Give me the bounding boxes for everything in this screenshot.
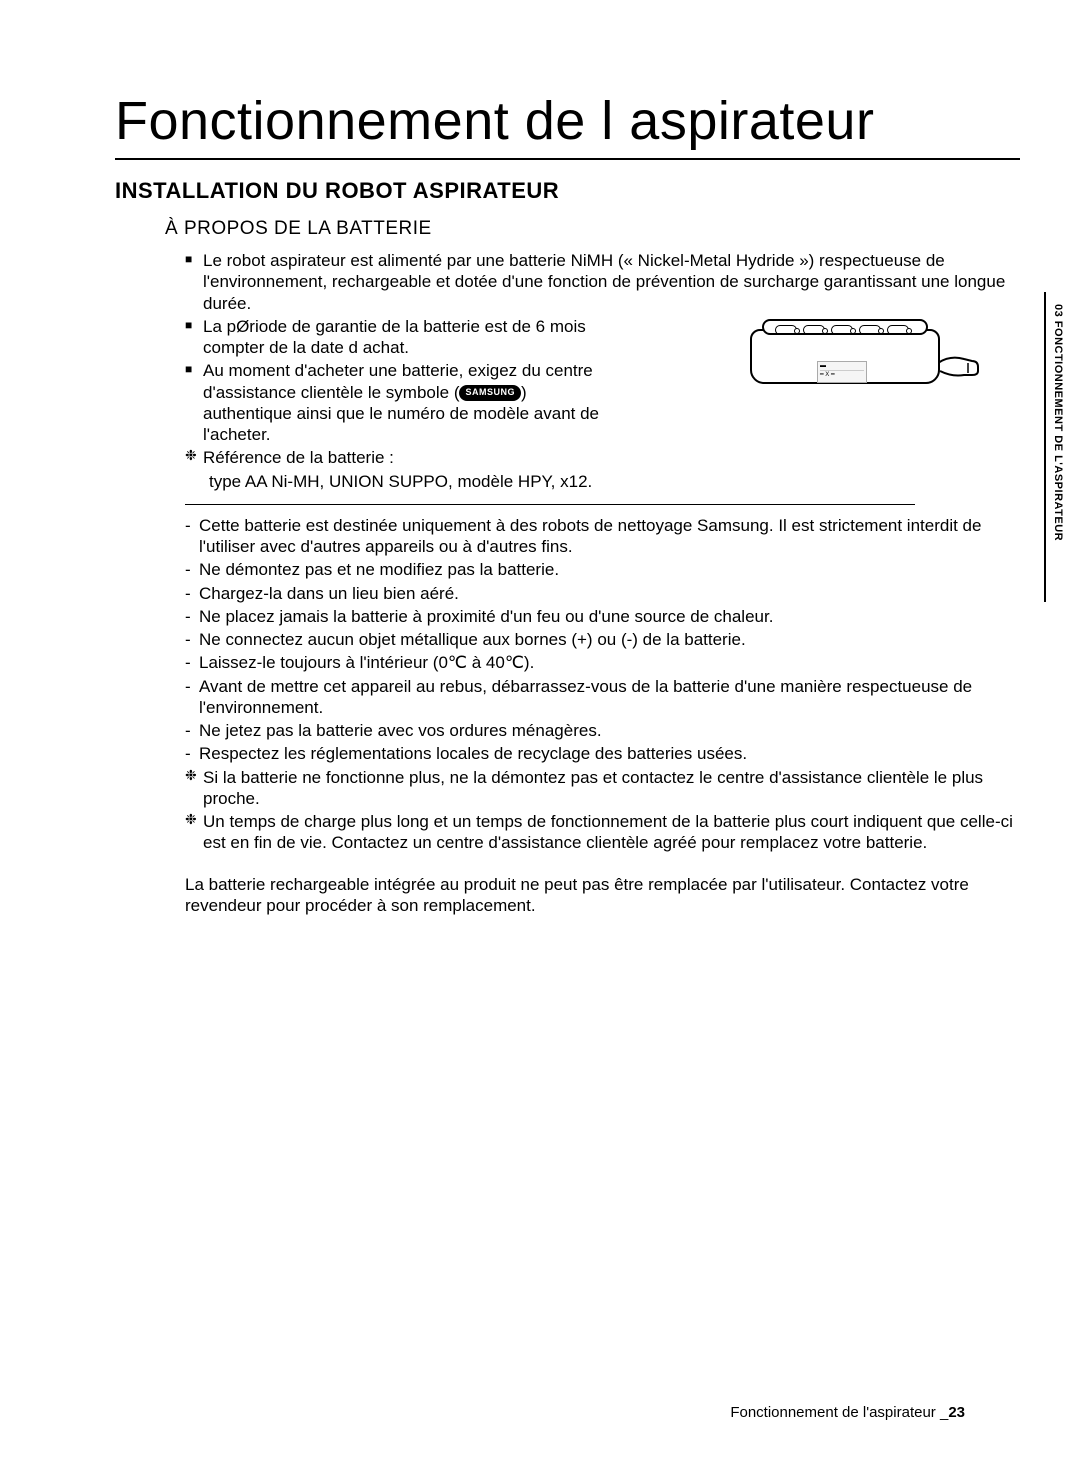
- page-title: Fonctionnement de l aspirateur: [115, 90, 1020, 160]
- dash-item: Ne connectez aucun objet métallique aux …: [185, 629, 1020, 650]
- dash-item: Laissez-le toujours à l'intérieur (0℃ à …: [185, 652, 1020, 673]
- battery-cells: [772, 322, 912, 340]
- dash-item: Avant de mettre cet appareil au rebus, d…: [185, 676, 1020, 719]
- side-tab-text: 03 FONCTIONNEMENT DE L'ASPIRATEUR: [1052, 304, 1064, 541]
- dash-item: Ne jetez pas la batterie avec vos ordure…: [185, 720, 1020, 741]
- dash-item: Respectez les réglementations locales de…: [185, 743, 1020, 764]
- samsung-badge: SAMSUNG: [459, 385, 521, 400]
- battery-top: [762, 319, 928, 335]
- bullet-item: Le robot aspirateur est alimenté par une…: [185, 250, 1020, 314]
- divider: [185, 504, 915, 505]
- star-sub-text: type AA Ni-MH, UNION SUPPO, modèle HPY, …: [185, 471, 1020, 492]
- dash-item: Ne démontez pas et ne modifiez pas la ba…: [185, 559, 1020, 580]
- battery-label: ▬ ━ X ━: [817, 361, 867, 383]
- footer-page-number: 23: [948, 1404, 965, 1421]
- section-heading: INSTALLATION DU ROBOT ASPIRATEUR: [115, 178, 1020, 204]
- dash-item: Cette batterie est destinée uniquement à…: [185, 515, 1020, 558]
- footer: Fonctionnement de l'aspirateur _23: [730, 1404, 965, 1421]
- bullet-item: Au moment d'acheter une batterie, exigez…: [185, 360, 605, 445]
- side-tab-line: [1044, 292, 1046, 602]
- battery-diagram: ▬ ━ X ━: [750, 319, 980, 394]
- bullet-text-pre: Au moment d'acheter une batterie, exigez…: [203, 361, 593, 401]
- footer-text: Fonctionnement de l'aspirateur _: [730, 1404, 948, 1421]
- battery-handle-icon: [938, 353, 980, 379]
- side-tab: 03 FONCTIONNEMENT DE L'ASPIRATEUR: [1044, 292, 1080, 602]
- dash-item: Chargez-la dans un lieu bien aéré.: [185, 583, 1020, 604]
- paragraph: La batterie rechargeable intégrée au pro…: [185, 874, 1020, 917]
- bullet-item: La pØriode de garantie de la batterie es…: [185, 316, 605, 359]
- subsection-heading: À PROPOS DE LA BATTERIE: [165, 218, 1020, 240]
- star-item: Référence de la batterie :: [185, 447, 1020, 468]
- dash-item: Ne placez jamais la batterie à proximité…: [185, 606, 1020, 627]
- star-item: Un temps de charge plus long et un temps…: [185, 811, 1020, 854]
- star-item: Si la batterie ne fonctionne plus, ne la…: [185, 767, 1020, 810]
